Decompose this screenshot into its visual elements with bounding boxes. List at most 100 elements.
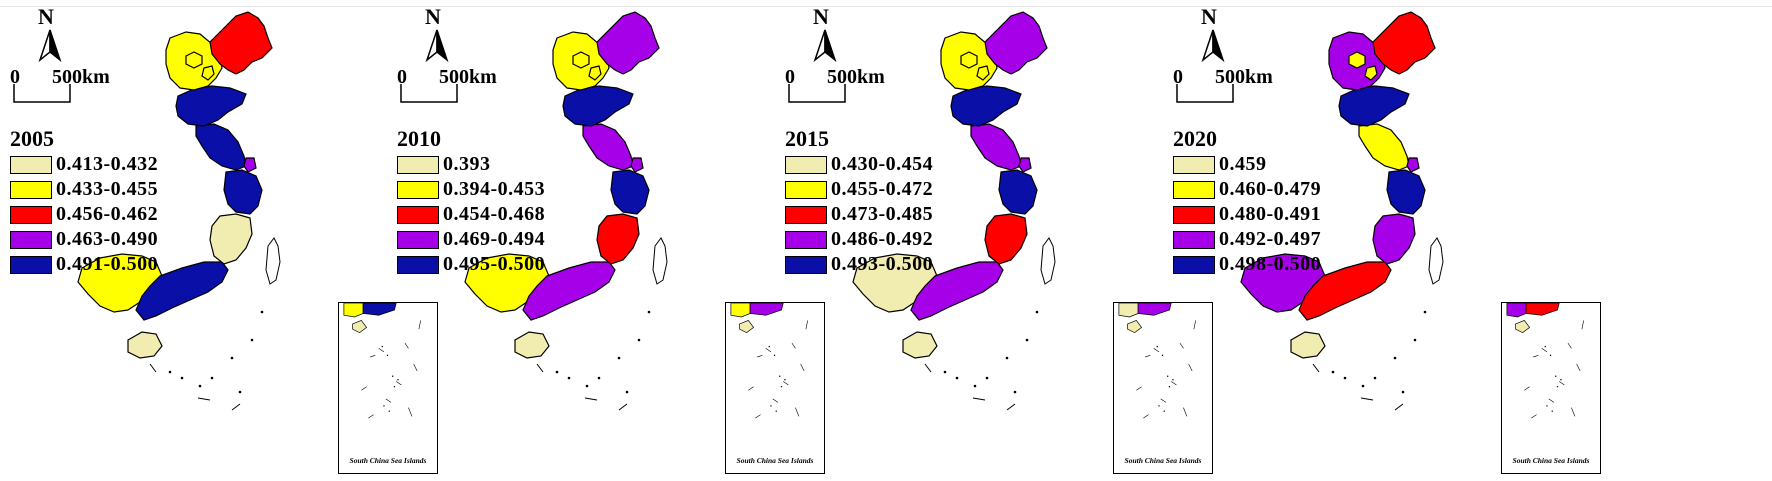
legend-year: 2005 — [10, 126, 54, 151]
region-beijing — [185, 51, 203, 69]
scale-bar — [400, 84, 458, 103]
islet-dot — [973, 384, 977, 388]
region-beijing — [960, 51, 978, 69]
region-liaoning — [984, 11, 1048, 75]
legend-label: 0.393 — [443, 153, 491, 175]
north-label: N — [813, 4, 829, 29]
region-shanghai — [243, 157, 257, 173]
legend-swatch — [785, 205, 827, 224]
islet-dot — [647, 310, 651, 314]
region-hainan — [514, 331, 550, 359]
islet-dot — [1423, 310, 1427, 314]
inset-map — [730, 302, 808, 419]
legend-label: 0.433-0.455 — [56, 178, 159, 200]
legend-item: 0.486-0.492 — [785, 227, 933, 252]
islet-dot — [210, 376, 214, 380]
region-guangdong — [1298, 261, 1392, 321]
north-arrow-icon — [38, 29, 62, 63]
legend-label: 0.459 — [1219, 153, 1267, 175]
scale-zero-label: 0 — [397, 66, 407, 88]
inset-label: South China Sea Islands — [1512, 456, 1590, 465]
legend-swatch — [10, 230, 52, 249]
islet-dot — [597, 376, 601, 380]
islet-dot — [1401, 390, 1405, 394]
region-liaoning — [1372, 11, 1436, 75]
region-beijing — [1348, 51, 1366, 69]
legend-swatch — [785, 230, 827, 249]
legend: 2020 0.459 0.460-0.479 0.480-0.491 0.492-0.4… — [1173, 128, 1321, 277]
boundary-dash — [536, 363, 628, 411]
legend-label: 0.430-0.454 — [831, 153, 934, 175]
region-hainan — [902, 331, 938, 359]
legend-swatch — [785, 255, 827, 274]
region-fujian — [209, 213, 253, 265]
islet-dot — [625, 390, 629, 394]
legend-swatch — [785, 180, 827, 199]
islet-dot — [168, 370, 172, 374]
top-border-line — [0, 6, 1772, 7]
map-panel-2015: N 0 500km 2015 0.430-0.454 0.455-0.472 0.473-0… — [775, 0, 1218, 481]
islet-dot — [955, 376, 959, 380]
legend-label: 0.454-0.468 — [443, 203, 546, 225]
north-label: N — [1201, 4, 1217, 29]
region-fujian — [984, 213, 1028, 265]
legend-label: 0.498-0.500 — [1219, 253, 1322, 275]
legend-label: 0.456-0.462 — [56, 203, 159, 225]
region-zhejiang — [610, 169, 650, 215]
legend-label: 0.469-0.494 — [443, 228, 546, 250]
islet-dot — [260, 310, 264, 314]
region-hainan — [127, 331, 163, 359]
map-panel-2020: N 0 500km 2020 0.459 0.460-0.479 0.480-0.491 0.… — [1163, 0, 1606, 481]
legend-swatch — [397, 230, 439, 249]
scale-bar — [1176, 84, 1234, 103]
legend-item: 0.491-0.500 — [10, 252, 158, 277]
region-beijing — [572, 51, 590, 69]
islet-dot — [637, 338, 641, 342]
north-label: N — [38, 4, 54, 29]
islet-dot — [1035, 310, 1039, 314]
islet-dot — [985, 376, 989, 380]
south-china-sea-inset: South China Sea Islands — [1501, 302, 1601, 474]
island-outline — [652, 237, 668, 285]
region-tianjin — [976, 65, 990, 81]
legend-item: 0.455-0.472 — [785, 177, 933, 202]
region-zhejiang — [1386, 169, 1426, 215]
legend-label: 0.460-0.479 — [1219, 178, 1322, 200]
north-arrow-icon — [813, 29, 837, 63]
map-panel-2010: N 0 500km 2010 0.393 0.394-0.453 0.454-0.468 0.… — [387, 0, 830, 481]
legend-label: 0.455-0.472 — [831, 178, 934, 200]
island-outline — [1040, 237, 1056, 285]
inset-label: South China Sea Islands — [349, 456, 427, 465]
region-guangdong — [522, 261, 616, 321]
legend-label: 0.491-0.500 — [56, 253, 159, 275]
region-hainan — [1290, 331, 1326, 359]
legend-label: 0.463-0.490 — [56, 228, 159, 250]
region-shandong — [950, 85, 1022, 127]
legend-swatch — [397, 255, 439, 274]
inset-map — [1506, 302, 1584, 419]
inset-label: South China Sea Islands — [736, 456, 814, 465]
islet-dot — [238, 390, 242, 394]
legend-swatch — [10, 205, 52, 224]
region-shanghai — [630, 157, 644, 173]
island-outline — [1428, 237, 1444, 285]
legend-swatch — [785, 155, 827, 174]
legend-swatch — [1173, 255, 1215, 274]
boundary-dash — [924, 363, 1016, 411]
region-shandong — [175, 85, 247, 127]
region-jiangsu — [970, 123, 1022, 171]
legend-item: 0.456-0.462 — [10, 202, 158, 227]
scale-distance-label: 500km — [1215, 66, 1273, 88]
province-map — [1240, 11, 1444, 411]
islet-dot — [1025, 338, 1029, 342]
scale-zero-label: 0 — [1173, 66, 1183, 88]
islet-dot — [180, 376, 184, 380]
legend-swatch — [10, 180, 52, 199]
legend-item: 0.393 — [397, 152, 545, 177]
legend-label: 0.486-0.492 — [831, 228, 934, 250]
legend-item: 0.454-0.468 — [397, 202, 545, 227]
islet-dot — [250, 338, 254, 342]
legend-swatch — [1173, 230, 1215, 249]
islet-dot — [1331, 370, 1335, 374]
scale-bar — [788, 84, 846, 103]
